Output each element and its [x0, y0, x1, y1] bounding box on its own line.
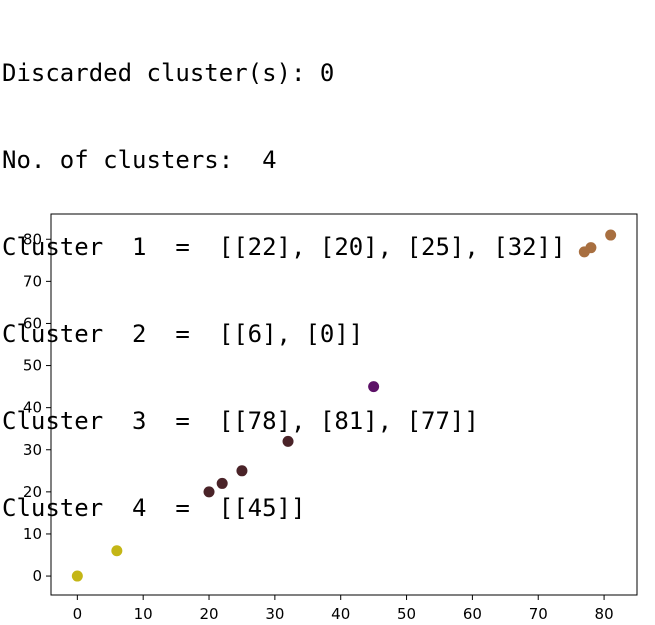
y-tick-label: 30 — [23, 441, 42, 459]
x-tick-label: 50 — [397, 605, 416, 623]
console-line-cluster-3: Cluster 3 = [[78], [81], [77]] — [2, 407, 479, 435]
y-tick-label: 60 — [23, 314, 42, 332]
plot-frame — [50, 213, 638, 596]
y-tick-label: 50 — [23, 357, 42, 375]
data-point-cluster-1 — [203, 486, 215, 498]
console-line-cluster-2: Cluster 2 = [[6], [0]] — [2, 320, 364, 348]
data-point-cluster-1 — [216, 477, 228, 489]
x-tick-label: 70 — [529, 605, 548, 623]
scatter-chart: 0 10 20 30 40 50 60 70 80 0 10 20 30 40 50 60 70 80 — [23, 213, 638, 623]
y-tick-label: 20 — [23, 483, 42, 501]
data-points — [71, 229, 617, 582]
y-tick-label: 70 — [23, 272, 42, 290]
x-tick-label: 40 — [331, 605, 350, 623]
x-tick-label: 60 — [463, 605, 482, 623]
y-tick-label: 80 — [23, 230, 42, 248]
console-line-cluster-count: No. of clusters: 4 — [2, 146, 277, 174]
x-tick-label: 80 — [595, 605, 614, 623]
console-line-cluster-1: Cluster 1 = [[22], [20], [25], [32]] — [2, 233, 566, 261]
x-tick-label: 30 — [265, 605, 284, 623]
axes: 0 10 20 30 40 50 60 70 80 0 10 20 30 40 50 60 70 80 — [23, 213, 638, 623]
data-point-cluster-2 — [71, 570, 83, 582]
data-point-cluster-1 — [236, 465, 248, 477]
y-tick-label: 10 — [23, 525, 42, 543]
console-line-cluster-4: Cluster 4 = [[45]] — [2, 494, 306, 522]
data-point-cluster-4 — [368, 381, 380, 393]
x-tick-label: 20 — [199, 605, 218, 623]
data-point-cluster-3 — [605, 229, 617, 241]
data-point-cluster-2 — [111, 545, 123, 557]
y-tick-label: 0 — [32, 567, 42, 585]
y-tick-label: 40 — [23, 399, 42, 417]
x-tick-label: 10 — [134, 605, 153, 623]
data-point-cluster-3 — [578, 246, 590, 258]
data-point-cluster-1 — [282, 435, 294, 447]
console-line-discarded: Discarded cluster(s): 0 — [2, 59, 335, 87]
x-tick-label: 0 — [73, 605, 83, 623]
console-output: Discarded cluster(s): 0 No. of clusters:… — [2, 1, 566, 552]
